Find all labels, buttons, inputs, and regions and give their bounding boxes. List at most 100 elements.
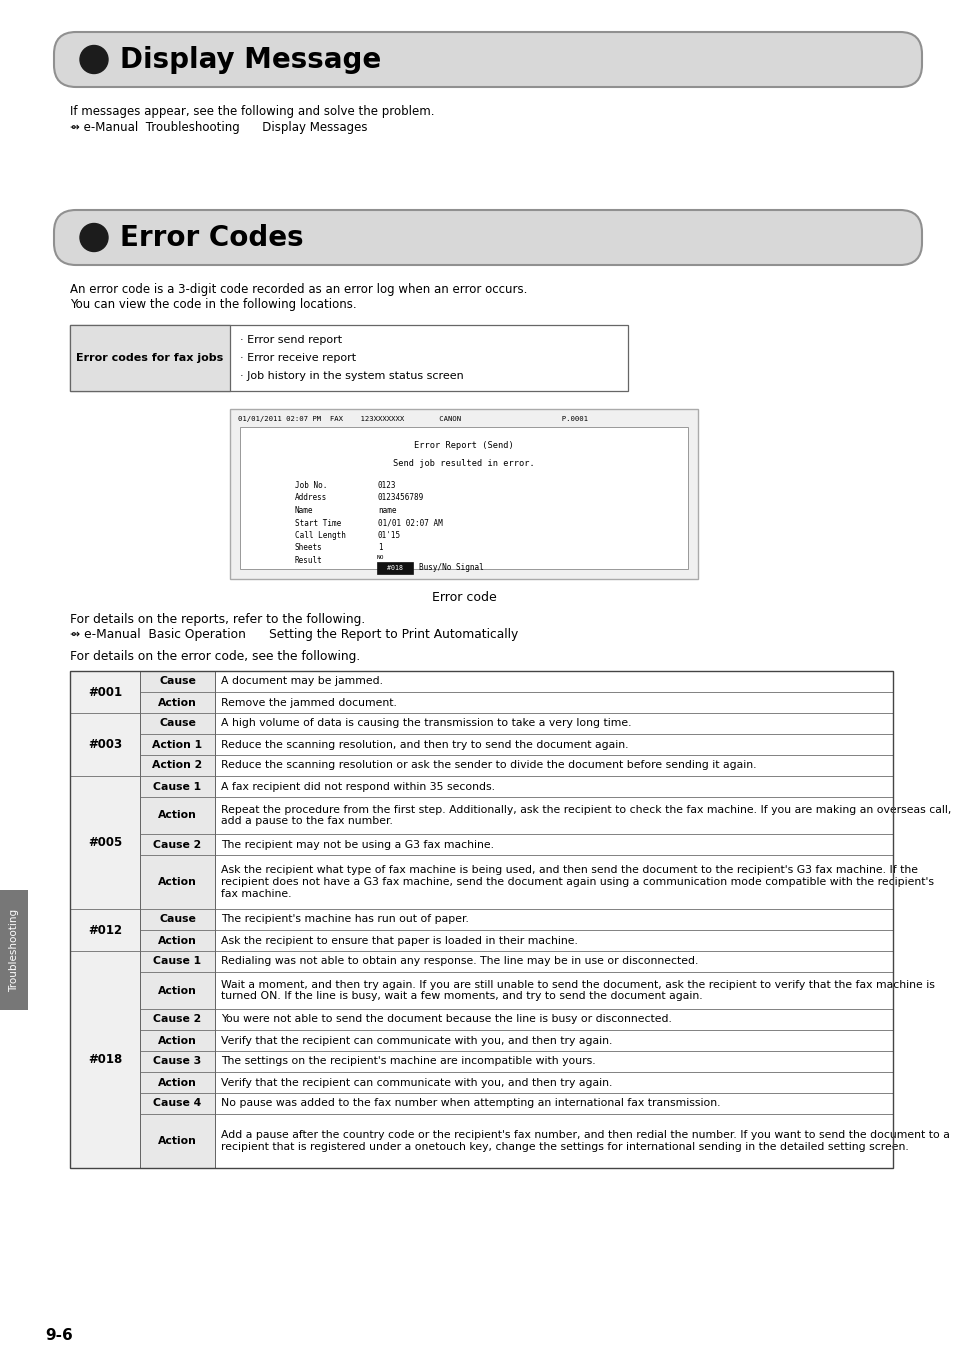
Bar: [214, 855, 892, 909]
Bar: [214, 1052, 892, 1072]
Bar: [70, 671, 892, 1168]
Bar: [214, 1072, 892, 1094]
Text: Result: Result: [294, 556, 322, 566]
Text: Redialing was not able to obtain any response. The line may be in use or disconn: Redialing was not able to obtain any res…: [221, 957, 698, 967]
Bar: [214, 834, 892, 855]
Bar: [140, 796, 214, 834]
Text: 01/01 02:07 AM: 01/01 02:07 AM: [377, 518, 442, 528]
Bar: [240, 427, 687, 568]
Text: 0123: 0123: [377, 481, 396, 490]
Bar: [140, 1072, 214, 1094]
Text: Verify that the recipient can communicate with you, and then try again.: Verify that the recipient can communicat…: [221, 1077, 612, 1088]
Text: Display Message: Display Message: [120, 46, 381, 73]
Text: Reduce the scanning resolution or ask the sender to divide the document before s: Reduce the scanning resolution or ask th…: [221, 760, 756, 771]
Text: Call Length: Call Length: [294, 531, 346, 540]
Bar: [376, 562, 413, 574]
Text: Verify that the recipient can communicate with you, and then try again.: Verify that the recipient can communicat…: [221, 1035, 612, 1045]
Bar: [214, 1030, 892, 1052]
Text: 9-6: 9-6: [45, 1328, 72, 1343]
Text: Action: Action: [158, 936, 196, 945]
Text: #012: #012: [88, 923, 122, 937]
Text: The settings on the recipient's machine are incompatible with yours.: The settings on the recipient's machine …: [221, 1057, 595, 1066]
Text: Cause: Cause: [159, 718, 195, 729]
Bar: [214, 1094, 892, 1114]
Bar: [214, 776, 892, 796]
Text: Reduce the scanning resolution, and then try to send the document again.: Reduce the scanning resolution, and then…: [221, 740, 628, 749]
Text: 01'15: 01'15: [377, 531, 400, 540]
Bar: [140, 671, 214, 693]
Bar: [214, 796, 892, 834]
Text: Cause: Cause: [159, 914, 195, 925]
Bar: [140, 930, 214, 950]
Text: ⇴ e-Manual  Troubleshooting      Display Messages: ⇴ e-Manual Troubleshooting Display Messa…: [70, 122, 367, 134]
Text: #018: #018: [387, 566, 402, 571]
Text: Action: Action: [158, 698, 196, 707]
Text: The recipient may not be using a G3 fax machine.: The recipient may not be using a G3 fax …: [221, 840, 494, 849]
Text: A high volume of data is causing the transmission to take a very long time.: A high volume of data is causing the tra…: [221, 718, 631, 729]
Text: name: name: [377, 506, 396, 514]
Bar: [140, 855, 214, 909]
Text: Action: Action: [158, 878, 196, 887]
Bar: [140, 1114, 214, 1168]
Text: Name: Name: [294, 506, 314, 514]
Bar: [140, 950, 214, 972]
Bar: [214, 734, 892, 755]
Text: Troubleshooting: Troubleshooting: [9, 909, 19, 991]
Text: Cause 3: Cause 3: [153, 1057, 201, 1066]
Text: Cause 2: Cause 2: [153, 840, 201, 849]
Bar: [140, 1052, 214, 1072]
Bar: [70, 325, 230, 391]
Text: ⇴ e-Manual  Basic Operation      Setting the Report to Print Automatically: ⇴ e-Manual Basic Operation Setting the R…: [70, 628, 517, 641]
Bar: [70, 325, 627, 391]
Bar: [70, 950, 140, 1168]
Text: Send job resulted in error.: Send job resulted in error.: [393, 459, 535, 468]
Bar: [140, 1030, 214, 1052]
Bar: [70, 713, 140, 776]
Text: Repeat the procedure from the first step. Additionally, ask the recipient to che: Repeat the procedure from the first step…: [221, 805, 950, 826]
Bar: [140, 713, 214, 734]
Text: Busy/No Signal: Busy/No Signal: [418, 563, 483, 572]
Bar: [214, 1114, 892, 1168]
Bar: [214, 950, 892, 972]
Bar: [214, 693, 892, 713]
Text: Ask the recipient what type of fax machine is being used, and then send the docu: Ask the recipient what type of fax machi…: [221, 865, 933, 899]
Text: Start Time: Start Time: [294, 518, 341, 528]
Bar: [70, 671, 140, 713]
Text: A fax recipient did not respond within 35 seconds.: A fax recipient did not respond within 3…: [221, 782, 495, 791]
Text: Action: Action: [158, 1077, 196, 1088]
Text: Cause: Cause: [159, 676, 195, 687]
Bar: [214, 713, 892, 734]
Text: Error Report (Send): Error Report (Send): [414, 441, 514, 450]
Bar: [214, 930, 892, 950]
Text: 01/01/2011 02:07 PM  FAX    123XXXXXXX        CANON                       P.0001: 01/01/2011 02:07 PM FAX 123XXXXXXX CANON…: [237, 416, 587, 423]
Bar: [140, 776, 214, 796]
Bar: [140, 1008, 214, 1030]
Text: Action: Action: [158, 1035, 196, 1045]
Bar: [140, 734, 214, 755]
Bar: [214, 671, 892, 693]
Bar: [214, 909, 892, 930]
Text: Cause 1: Cause 1: [153, 957, 201, 967]
Text: Action: Action: [158, 986, 196, 995]
Text: #001: #001: [88, 686, 122, 698]
Text: For details on the error code, see the following.: For details on the error code, see the f…: [70, 649, 360, 663]
Text: You were not able to send the document because the line is busy or disconnected.: You were not able to send the document b…: [221, 1014, 671, 1025]
Text: Cause 2: Cause 2: [153, 1014, 201, 1025]
Text: Wait a moment, and then try again. If you are still unable to send the document,: Wait a moment, and then try again. If yo…: [221, 980, 934, 1002]
Bar: [140, 972, 214, 1008]
Text: NO: NO: [376, 555, 384, 560]
Text: Cause 4: Cause 4: [153, 1099, 201, 1108]
Bar: [230, 409, 698, 579]
Text: Ask the recipient to ensure that paper is loaded in their machine.: Ask the recipient to ensure that paper i…: [221, 936, 578, 945]
Text: Error codes for fax jobs: Error codes for fax jobs: [76, 352, 223, 363]
Text: Add a pause after the country code or the recipient's fax number, and then redia: Add a pause after the country code or th…: [221, 1130, 949, 1152]
Text: The recipient's machine has run out of paper.: The recipient's machine has run out of p…: [221, 914, 468, 925]
Text: Error code: Error code: [431, 591, 496, 603]
Bar: [214, 755, 892, 776]
Bar: [140, 909, 214, 930]
Text: If messages appear, see the following and solve the problem.: If messages appear, see the following an…: [70, 105, 434, 117]
Bar: [70, 909, 140, 950]
Text: Action: Action: [158, 810, 196, 821]
Text: #018: #018: [88, 1053, 122, 1066]
Bar: [70, 776, 140, 909]
